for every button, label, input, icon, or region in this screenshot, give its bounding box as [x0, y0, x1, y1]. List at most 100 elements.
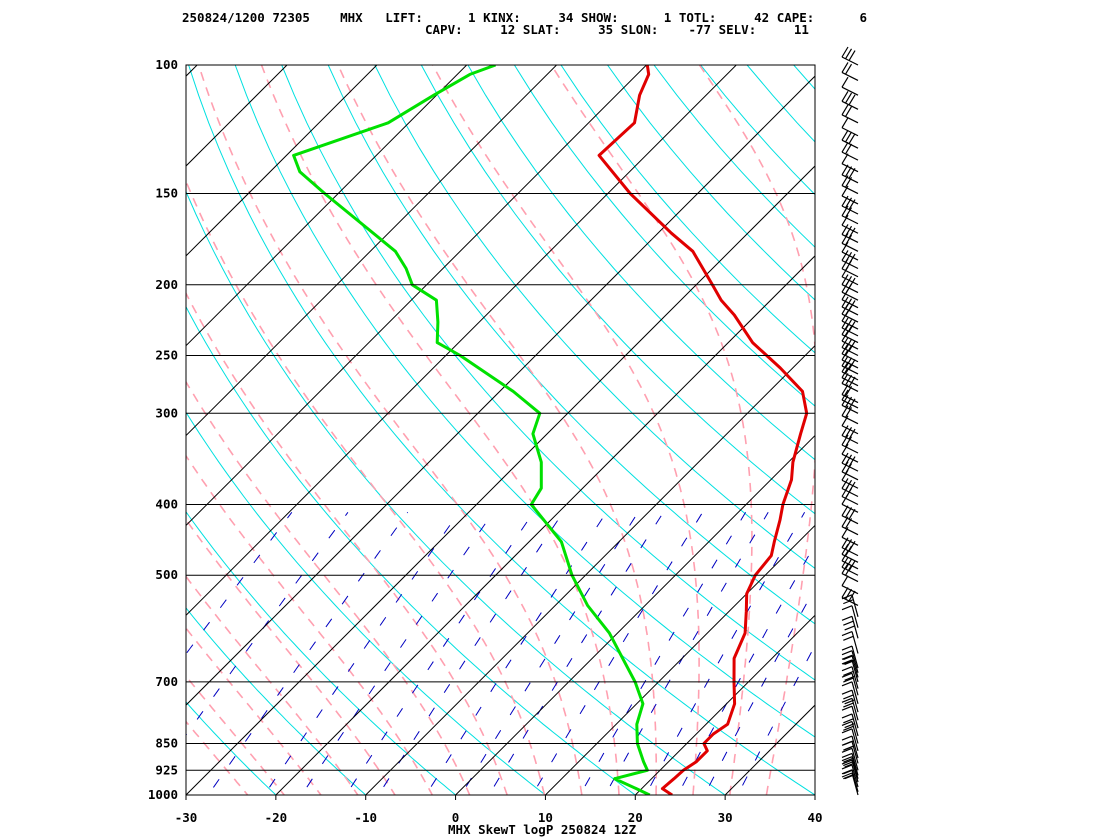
wind-barb-flag [848, 277, 856, 289]
wind-barb-flag [841, 76, 849, 88]
mixing-ratio-line [604, 512, 769, 795]
wind-barb-flag [843, 599, 854, 605]
moist-adiabat-line [337, 65, 658, 795]
wind-barb-flag [845, 48, 853, 60]
wind-barb-staff [841, 215, 859, 225]
wind-barb-flag [845, 234, 853, 246]
isotherm-line [365, 345, 815, 795]
wind-barb-flag [841, 478, 849, 489]
wind-barb-flag [841, 104, 849, 116]
wind-barb-staff [851, 769, 859, 792]
moist-adiabat-line [698, 65, 815, 795]
dry-adiabat-line [700, 65, 815, 196]
moist-adiabat-line [186, 626, 322, 795]
wind-barb-flag [843, 757, 854, 763]
wind-barb-flag [841, 672, 853, 678]
isotherm-line [814, 794, 815, 795]
wind-barb-staff [841, 163, 859, 173]
isotherm-line [186, 75, 815, 706]
wind-barb-staff [841, 268, 859, 278]
wind-barb-staff [851, 764, 859, 788]
wind-barb-flag [845, 143, 853, 155]
index-value-kinx: 34 [558, 10, 574, 25]
wind-barb-flag [848, 50, 856, 61]
temperature-tick-label: -30 [175, 810, 198, 825]
wind-barb-flag [844, 625, 855, 631]
wind-barb-flag [841, 233, 849, 244]
wind-barb-staff [841, 291, 859, 301]
wind-barb-flag [841, 587, 849, 598]
header-datetime: 250824/1200 [182, 10, 265, 25]
wind-barb-flag [843, 659, 854, 665]
wind-barb-flag [845, 63, 853, 75]
wind-barb-flag [841, 443, 849, 455]
pressure-tick-label: 400 [155, 497, 178, 512]
wind-barb-flag [841, 615, 853, 621]
wind-barb-flag [843, 635, 854, 641]
wind-barb-flag [841, 697, 853, 703]
dry-adiabat-line [607, 65, 815, 301]
wind-barb-staff [851, 721, 859, 744]
wind-barb-flag [841, 650, 853, 656]
mixing-ratio-line [737, 644, 815, 795]
wind-barb-flag [841, 713, 853, 719]
wind-barb-flag [841, 681, 853, 687]
wind-barb-staff [841, 276, 859, 286]
wind-barb-staff [841, 415, 859, 425]
wind-barb-flag [848, 253, 856, 265]
wind-barb-staff [841, 585, 859, 595]
header-station-id: 72305 [272, 10, 310, 25]
moist-adiabat-line [186, 380, 471, 795]
wind-barb-flag [841, 689, 853, 695]
dry-adiabat-line [746, 65, 815, 143]
wind-barb-staff [841, 453, 859, 463]
wind-barb-staff [851, 655, 859, 678]
mixing-ratio-line [645, 512, 806, 795]
mixing-ratio-line [425, 512, 607, 795]
dry-adiabat-line [374, 65, 815, 570]
mixing-ratio-line [579, 512, 747, 795]
wind-barb-flag [841, 452, 849, 464]
wind-barb-flag [843, 620, 854, 626]
wind-barb-flag [845, 454, 853, 466]
wind-barb-flag [841, 46, 849, 58]
wind-barb-flag [848, 376, 856, 388]
wind-barb-staff [841, 71, 859, 82]
temperature-tick-label: 30 [718, 810, 733, 825]
moist-adiabat-line [197, 65, 583, 795]
isotherm-line [634, 614, 815, 795]
temperature-tick-label: 20 [628, 810, 643, 825]
wind-barb-flag [841, 274, 849, 285]
index-value-capv: 12 [500, 22, 516, 37]
wind-barb-flag [841, 153, 849, 164]
wind-barb-staff [851, 772, 859, 796]
isotherm-line [186, 65, 198, 77]
wind-barb-staff [841, 596, 859, 607]
isotherm-line [544, 524, 815, 795]
wind-barb-flag [845, 426, 853, 438]
wind-barb-flag [844, 675, 855, 681]
mixing-ratio-line [186, 511, 293, 655]
wind-barb-staff [841, 404, 859, 414]
wind-barb-flag [843, 740, 854, 746]
dry-adiabat-line [234, 65, 815, 738]
dry-adiabat-line [186, 701, 277, 795]
dry-adiabat-line [560, 65, 815, 354]
wind-barb-staff [841, 359, 859, 369]
pressure-tick-label: 300 [155, 405, 178, 420]
mixing-ratio-line [531, 512, 704, 795]
wind-barb-flag [843, 677, 854, 683]
moist-adiabat-line [550, 65, 753, 795]
pressure-tick-label: 100 [155, 57, 178, 72]
wind-barb-flag [841, 720, 853, 727]
isotherm-line [186, 65, 468, 347]
wind-barb-staff [841, 566, 859, 576]
wind-barb-flag [841, 605, 853, 611]
wind-barb-flag [844, 659, 855, 665]
wind-barb-staff [841, 365, 859, 375]
wind-barb-staff [841, 127, 859, 137]
wind-barb-staff [841, 114, 859, 124]
mixing-ratio-line [703, 587, 815, 795]
wind-barb-staff [841, 306, 859, 316]
